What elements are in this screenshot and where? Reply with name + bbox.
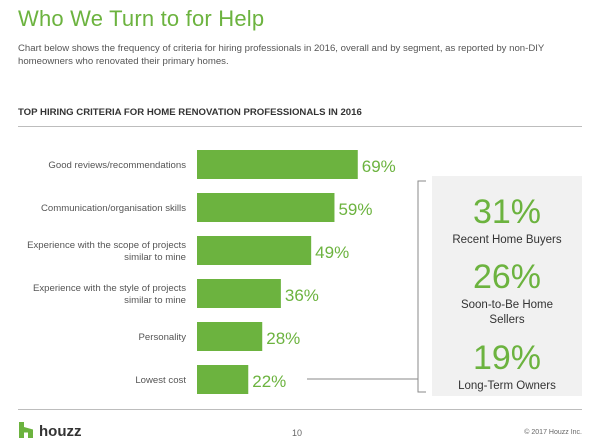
segment-stat-value: 19% [472,339,542,377]
chart-data-label: 28% [266,329,300,348]
chart-category-label: Lowest cost [135,375,186,386]
chart-category-label: similar to mine [124,252,186,263]
houzz-logo-icon [19,422,33,438]
segment-stat-long-term-owners: 19% Long-Term Owners [432,340,582,394]
chart-data-label: 59% [338,200,372,219]
footer-divider [18,409,582,410]
segment-stat-label: Soon-to-Be Home [460,299,554,311]
segment-bracket [417,180,426,393]
segment-stat-label: Recent Home Buyers [452,234,562,246]
chart-data-label: 49% [315,243,349,262]
segment-stat-recent-buyers: 31% Recent Home Buyers [432,194,582,248]
chart-bar [197,279,281,308]
page-title: Who We Turn to for Help [18,6,265,31]
chart-category-label: Communication/organisation skills [41,203,186,214]
chart-category-label: Experience with the style of projects [33,283,186,294]
chart-data-label: 69% [362,157,396,176]
section-divider [18,126,582,127]
copyright: © 2017 Houzz Inc. [524,429,582,436]
chart-category-label: Experience with the scope of projects [27,240,186,251]
segment-stat-value: 26% [472,258,542,296]
segment-stat-soon-to-be-sellers: 26% Soon-to-Be Home Sellers [432,259,582,328]
chart-bar [197,193,335,222]
chart-bar [197,322,263,351]
houzz-logo-text: houzz [39,423,82,440]
chart-data-label: 22% [252,372,286,391]
segment-stat-label-line-2: Sellers [489,314,525,326]
page-subtitle: Chart below shows the frequency of crite… [18,43,545,67]
chart-category-label: similar to mine [124,295,186,306]
chart-bar [197,365,249,394]
chart-section-heading: TOP HIRING CRITERIA FOR HOME RENOVATION … [18,107,362,118]
segment-stat-label: Long-Term Owners [458,380,556,392]
chart-data-label: 36% [285,286,319,305]
chart-bar [197,236,312,265]
houzz-logo[interactable]: houzz [18,421,82,443]
segment-stats-panel: 31% Recent Home Buyers 26% Soon-to-Be Ho… [432,176,582,396]
page-number: 10 [292,428,303,438]
chart-category-label: Personality [139,332,187,343]
segment-stat-value: 31% [472,193,542,231]
chart-bar [197,150,358,179]
chart-category-label: Good reviews/recommendations [48,160,186,171]
